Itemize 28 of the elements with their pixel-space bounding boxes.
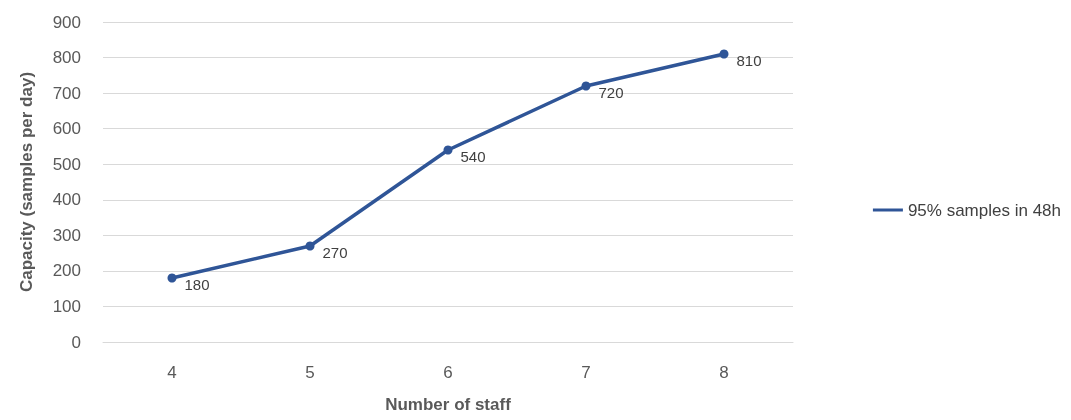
legend-label: 95% samples in 48h <box>907 200 1061 220</box>
y-axis-title: Capacity (samples per day) <box>17 71 36 293</box>
y-tick-label: 0 <box>71 332 81 352</box>
y-tick-label: 500 <box>52 154 81 174</box>
x-tick-label: 4 <box>167 363 177 382</box>
x-tick-label: 5 <box>305 363 315 382</box>
data-label: 540 <box>460 147 486 165</box>
y-tick-label: 300 <box>52 225 81 245</box>
point <box>581 81 591 91</box>
y-tick-label: 700 <box>52 83 81 103</box>
x-tick-label: 8 <box>719 363 729 382</box>
data-label: 180 <box>184 275 210 293</box>
y-tick-label: 800 <box>52 48 81 68</box>
y-tick-label: 900 <box>52 12 81 32</box>
x-tick-label: 7 <box>581 363 591 382</box>
y-tick-label: 400 <box>52 190 81 210</box>
data-label: 810 <box>736 51 762 69</box>
x-tick-label: 6 <box>443 363 453 382</box>
point <box>305 241 315 251</box>
point <box>719 49 729 59</box>
point <box>443 145 453 155</box>
y-tick-label: 600 <box>52 119 81 139</box>
y-tick-label: 100 <box>52 296 81 316</box>
data-label: 270 <box>322 243 348 261</box>
y-tick-label: 200 <box>52 261 81 281</box>
data-label: 720 <box>598 83 624 101</box>
x-axis-title: Number of staff <box>385 395 512 414</box>
point <box>167 273 177 283</box>
